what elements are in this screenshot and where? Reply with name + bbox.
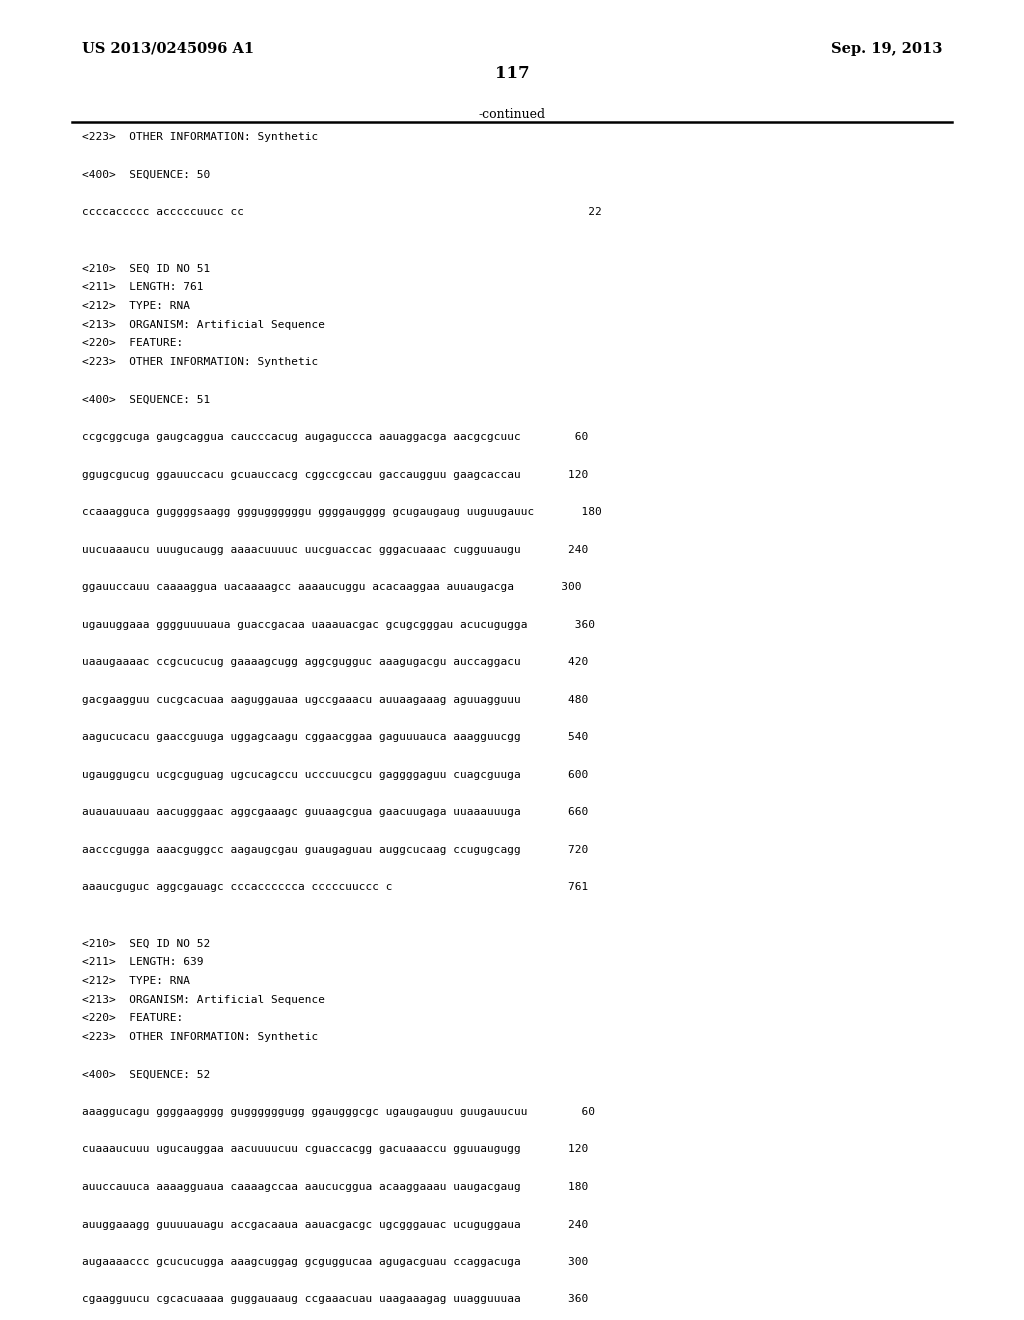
- Text: ugauuggaaa gggguuuuaua guaccgacaa uaaauacgac gcugcgggau acucugugga       360: ugauuggaaa gggguuuuaua guaccgacaa uaaaua…: [82, 619, 595, 630]
- Text: US 2013/0245096 A1: US 2013/0245096 A1: [82, 42, 254, 55]
- Text: <212>  TYPE: RNA: <212> TYPE: RNA: [82, 975, 190, 986]
- Text: auauauuaau aacugggaac aggcgaaagc guuaagcgua gaacuugaga uuaaauuuga       660: auauauuaau aacugggaac aggcgaaagc guuaagc…: [82, 807, 588, 817]
- Text: -continued: -continued: [478, 108, 546, 121]
- Text: Sep. 19, 2013: Sep. 19, 2013: [830, 42, 942, 55]
- Text: auuggaaagg guuuuauagu accgacaaua aauacgacgc ugcgggauac ucuguggaua       240: auuggaaagg guuuuauagu accgacaaua aauacga…: [82, 1220, 588, 1229]
- Text: ggauuccauu caaaaggua uacaaaagcc aaaaucuggu acacaaggaa auuaugacga       300: ggauuccauu caaaaggua uacaaaagcc aaaaucug…: [82, 582, 582, 591]
- Text: <220>  FEATURE:: <220> FEATURE:: [82, 1014, 183, 1023]
- Text: gacgaagguu cucgcacuaa aaguggauaa ugccgaaacu auuaagaaag aguuagguuu       480: gacgaagguu cucgcacuaa aaguggauaa ugccgaa…: [82, 694, 588, 705]
- Text: <210>  SEQ ID NO 51: <210> SEQ ID NO 51: [82, 263, 210, 273]
- Text: <223>  OTHER INFORMATION: Synthetic: <223> OTHER INFORMATION: Synthetic: [82, 132, 318, 143]
- Text: aagucucacu gaaccguuga uggagcaagu cggaacggaa gaguuuauca aaagguucgg       540: aagucucacu gaaccguuga uggagcaagu cggaacg…: [82, 733, 588, 742]
- Text: <220>  FEATURE:: <220> FEATURE:: [82, 338, 183, 348]
- Text: aaaucguguc aggcgauagc cccacccccca cccccuuccc c                          761: aaaucguguc aggcgauagc cccacccccca cccccu…: [82, 882, 588, 892]
- Text: <223>  OTHER INFORMATION: Synthetic: <223> OTHER INFORMATION: Synthetic: [82, 356, 318, 367]
- Text: ugauggugcu ucgcguguag ugcucagccu ucccuucgcu gaggggaguu cuagcguuga       600: ugauggugcu ucgcguguag ugcucagccu ucccuuc…: [82, 770, 588, 780]
- Text: <213>  ORGANISM: Artificial Sequence: <213> ORGANISM: Artificial Sequence: [82, 994, 325, 1005]
- Text: <213>  ORGANISM: Artificial Sequence: <213> ORGANISM: Artificial Sequence: [82, 319, 325, 330]
- Text: <400>  SEQUENCE: 51: <400> SEQUENCE: 51: [82, 395, 210, 404]
- Text: augaaaaccc gcucucugga aaagcuggag gcguggucaa agugacguau ccaggacuga       300: augaaaaccc gcucucugga aaagcuggag gcguggu…: [82, 1257, 588, 1267]
- Text: aacccgugga aaacguggcc aagaugcgau guaugaguau auggcucaag ccugugcagg       720: aacccgugga aaacguggcc aagaugcgau guaugag…: [82, 845, 588, 854]
- Text: <211>  LENGTH: 761: <211> LENGTH: 761: [82, 282, 204, 292]
- Text: <211>  LENGTH: 639: <211> LENGTH: 639: [82, 957, 204, 968]
- Text: auuccauuca aaaagguaua caaaagccaa aaucucggua acaaggaaau uaugacgaug       180: auuccauuca aaaagguaua caaaagccaa aaucucg…: [82, 1181, 588, 1192]
- Text: ggugcgucug ggauuccacu gcuauccacg cggccgccau gaccaugguu gaagcaccau       120: ggugcgucug ggauuccacu gcuauccacg cggccgc…: [82, 470, 588, 479]
- Text: <212>  TYPE: RNA: <212> TYPE: RNA: [82, 301, 190, 310]
- Text: aaaggucagu ggggaagggg guggggggugg ggaugggcgc ugaugauguu guugauucuu        60: aaaggucagu ggggaagggg guggggggugg ggaugg…: [82, 1107, 595, 1117]
- Text: 117: 117: [495, 65, 529, 82]
- Text: cuaaaucuuu ugucauggaa aacuuuucuu cguaccacgg gacuaaaccu gguuaugugg       120: cuaaaucuuu ugucauggaa aacuuuucuu cguacca…: [82, 1144, 588, 1155]
- Text: <210>  SEQ ID NO 52: <210> SEQ ID NO 52: [82, 939, 210, 948]
- Text: <400>  SEQUENCE: 52: <400> SEQUENCE: 52: [82, 1069, 210, 1080]
- Text: cgaagguucu cgcacuaaaa guggauaaug ccgaaacuau uaagaaagag uuagguuuaa       360: cgaagguucu cgcacuaaaa guggauaaug ccgaaac…: [82, 1295, 588, 1304]
- Text: uucuaaaucu uuugucaugg aaaacuuuuc uucguaccac gggacuaaac cugguuaugu       240: uucuaaaucu uuugucaugg aaaacuuuuc uucguac…: [82, 545, 588, 554]
- Text: ccgcggcuga gaugcaggua caucccacug augaguccca aauaggacga aacgcgcuuc        60: ccgcggcuga gaugcaggua caucccacug augaguc…: [82, 432, 588, 442]
- Text: <400>  SEQUENCE: 50: <400> SEQUENCE: 50: [82, 169, 210, 180]
- Text: <223>  OTHER INFORMATION: Synthetic: <223> OTHER INFORMATION: Synthetic: [82, 1032, 318, 1041]
- Text: ccccaccccc acccccuucc cc                                                   22: ccccaccccc acccccuucc cc 22: [82, 207, 602, 216]
- Text: ccaaagguca guggggsaagg ggguggggggu ggggaugggg gcugaugaug uuguugauuc       180: ccaaagguca guggggsaagg ggguggggggu gggga…: [82, 507, 602, 517]
- Text: uaaugaaaac ccgcucucug gaaaagcugg aggcgugguc aaagugacgu auccaggacu       420: uaaugaaaac ccgcucucug gaaaagcugg aggcgug…: [82, 657, 588, 667]
